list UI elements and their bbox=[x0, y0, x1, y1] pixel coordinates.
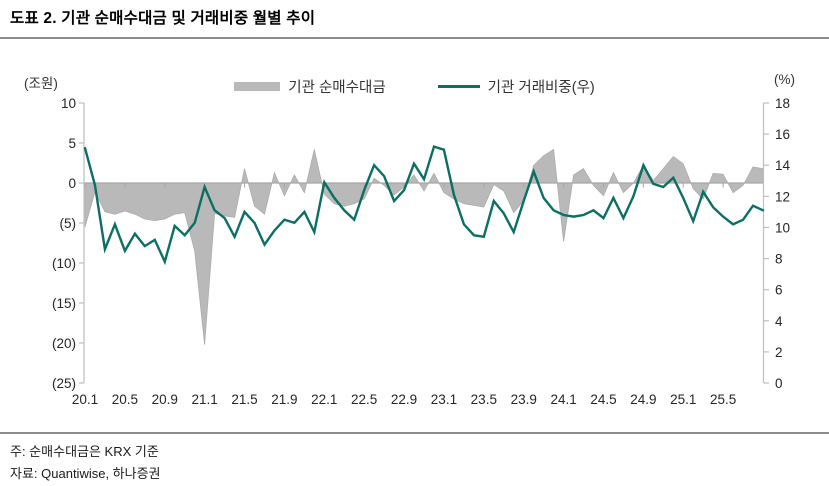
right-axis-label: 18 bbox=[775, 96, 790, 111]
left-axis-label: (25) bbox=[52, 376, 76, 391]
x-axis-label: 22.9 bbox=[391, 392, 417, 407]
right-axis-label: 4 bbox=[775, 314, 783, 329]
x-axis-label: 20.9 bbox=[152, 392, 178, 407]
right-axis-label: 14 bbox=[775, 158, 791, 173]
left-axis-label: 10 bbox=[61, 96, 76, 111]
title-divider bbox=[0, 37, 829, 39]
left-axis-label: 5 bbox=[68, 136, 76, 151]
x-axis-label: 24.5 bbox=[590, 392, 616, 407]
line-swatch-icon bbox=[437, 85, 480, 88]
x-axis-label: 25.1 bbox=[670, 392, 696, 407]
left-axis-label: 0 bbox=[68, 176, 76, 191]
x-axis-label: 24.9 bbox=[630, 392, 656, 407]
right-axis-label: 8 bbox=[775, 252, 783, 267]
right-axis-unit: (%) bbox=[774, 72, 795, 87]
x-axis-label: 21.9 bbox=[271, 392, 297, 407]
left-axis-label: (5) bbox=[60, 216, 77, 231]
legend-label-trade-ratio: 기관 거래비중(우) bbox=[487, 80, 595, 96]
right-axis-label: 2 bbox=[775, 345, 783, 360]
right-axis-label: 16 bbox=[775, 127, 790, 142]
right-axis-label: 6 bbox=[775, 283, 783, 298]
legend-item-net-buy: 기관 순매수대금 bbox=[234, 76, 386, 97]
x-axis-label: 21.5 bbox=[231, 392, 257, 407]
x-axis-label: 24.1 bbox=[550, 392, 576, 407]
chart-legend: 기관 순매수대금 기관 거래비중(우) bbox=[0, 76, 829, 97]
x-axis-label: 25.5 bbox=[710, 392, 736, 407]
area-swatch-icon bbox=[234, 82, 281, 91]
x-axis-label: 20.5 bbox=[112, 392, 138, 407]
left-axis-label: (15) bbox=[52, 296, 76, 311]
left-axis-label: (20) bbox=[52, 336, 76, 351]
x-axis-label: 22.1 bbox=[311, 392, 337, 407]
figure-title: 도표 2. 기관 순매수대금 및 거래비중 월별 추이 bbox=[10, 10, 316, 27]
legend-label-net-buy: 기관 순매수대금 bbox=[288, 80, 386, 96]
x-axis-label: 23.9 bbox=[511, 392, 537, 407]
trade-ratio-line-series bbox=[83, 145, 765, 266]
left-axis-label: (10) bbox=[52, 256, 76, 271]
legend-item-trade-ratio: 기관 거래비중(우) bbox=[437, 76, 595, 97]
footnote-data-source: 자료: Quantiwise, 하나증권 bbox=[10, 466, 161, 481]
right-axis-label: 0 bbox=[775, 376, 783, 391]
x-axis-label: 22.5 bbox=[351, 392, 377, 407]
right-axis-label: 12 bbox=[775, 189, 790, 204]
footnote-source-note: 주: 순매수대금은 KRX 기준 bbox=[10, 444, 159, 459]
x-axis-label: 23.1 bbox=[431, 392, 457, 407]
x-axis-label: 23.5 bbox=[471, 392, 497, 407]
footer-divider bbox=[0, 432, 829, 434]
net-buy-area-series bbox=[84, 148, 764, 345]
right-axis-label: 10 bbox=[775, 220, 790, 235]
x-axis-label: 21.1 bbox=[192, 392, 218, 407]
x-axis-label: 20.1 bbox=[72, 392, 98, 407]
left-axis-unit: (조원) bbox=[24, 76, 58, 91]
